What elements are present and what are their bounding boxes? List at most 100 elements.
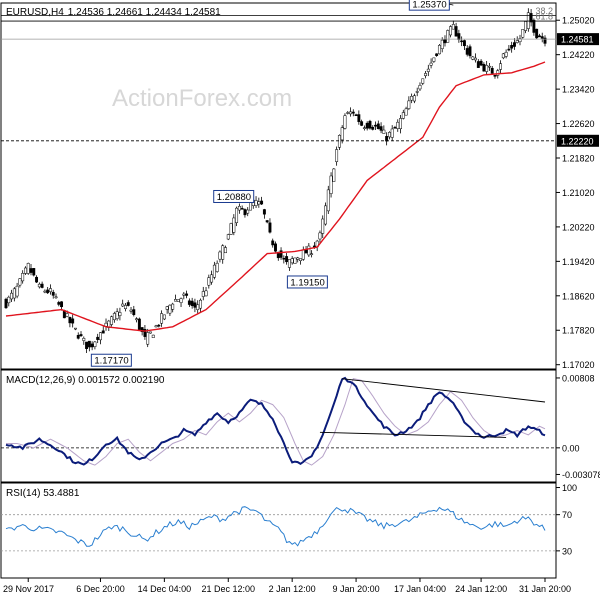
watermark: ActionForex.com	[112, 85, 292, 112]
candle-body	[307, 245, 311, 256]
candle-body	[285, 256, 289, 263]
candle-body	[329, 175, 333, 194]
candle-body	[443, 39, 447, 44]
fib-label: 38.2	[535, 6, 553, 16]
candle-body	[232, 217, 236, 233]
candle-body	[374, 124, 377, 127]
candle-body	[407, 100, 411, 109]
candle-body	[501, 53, 505, 59]
price-panel-header: EURUSD,H4 1.24536 1.24661 1.24434 1.24581	[6, 7, 221, 18]
candle-body	[482, 64, 486, 72]
price-tick-label: 1.21020	[562, 188, 595, 198]
price-annotation-label: 1.20880	[217, 192, 251, 203]
candle-body	[165, 306, 169, 310]
macd-signal-line	[6, 378, 546, 466]
candle-body	[246, 209, 250, 214]
candle-body	[215, 262, 219, 272]
candle-body	[404, 108, 408, 116]
candle-body	[221, 245, 225, 260]
candle-body	[387, 132, 391, 138]
candle-body	[490, 67, 494, 74]
candle-body	[171, 303, 175, 310]
candle-body	[199, 299, 202, 309]
candle-body	[296, 257, 300, 260]
time-tick-label: 6 Dec 20:00	[76, 584, 125, 594]
price-candles	[4, 8, 547, 354]
candle-body	[376, 123, 380, 130]
candle-body	[29, 268, 33, 273]
candle-body	[10, 292, 14, 300]
candle-body	[512, 42, 516, 47]
candle-body	[157, 324, 161, 327]
candle-body	[379, 126, 383, 131]
candle-body	[249, 201, 252, 211]
rsi-tick-label: 30	[562, 546, 572, 556]
candle-body	[190, 300, 194, 306]
candle-body	[479, 60, 483, 66]
candle-body	[135, 318, 139, 321]
macd-panel: 0.00808 0.00 -0.003078	[1, 373, 600, 480]
candle-body	[26, 263, 30, 274]
price-tick-label: 1.17820	[562, 326, 595, 336]
candle-body	[324, 205, 327, 225]
price-axis: 1.25020 1.24220 1.23420 1.22620 1.21820 1.210…	[556, 16, 595, 370]
candle-body	[149, 331, 152, 334]
candle-body	[218, 251, 222, 260]
candle-body	[454, 26, 458, 37]
candle-body	[351, 111, 355, 114]
candle-body	[68, 317, 72, 324]
candle-body	[521, 29, 525, 38]
candle-body	[23, 267, 27, 274]
candle-body	[196, 304, 200, 310]
candle-body	[74, 327, 77, 330]
candle-body	[493, 74, 497, 77]
candle-body	[162, 314, 166, 320]
candle-body	[535, 28, 539, 39]
price-annotation-leader	[449, 3, 454, 6]
candle-body	[46, 289, 50, 294]
candle-body	[271, 240, 275, 246]
rsi-line	[5, 506, 546, 547]
candle-body	[87, 340, 91, 348]
price-annotation-label: 1.19150	[290, 277, 324, 288]
candle-body	[99, 332, 102, 341]
candle-body	[101, 330, 105, 334]
candle-body	[346, 112, 350, 114]
candle-body	[432, 57, 436, 62]
candle-body	[499, 63, 502, 70]
candle-body	[449, 26, 452, 36]
candle-body	[212, 264, 216, 278]
candle-body	[51, 291, 55, 296]
candle-body	[504, 51, 508, 57]
candle-body	[540, 36, 544, 39]
candle-body	[21, 273, 25, 282]
candle-body	[240, 208, 244, 210]
candle-body	[112, 313, 116, 321]
candle-body	[82, 338, 86, 341]
fib-label: 61.8	[535, 12, 553, 22]
candle-body	[229, 223, 233, 235]
candle-body	[510, 45, 514, 49]
candle-body	[154, 325, 158, 328]
candle-body	[201, 291, 205, 297]
candle-body	[537, 35, 541, 38]
macd-trendline	[319, 431, 507, 438]
candle-body	[126, 302, 130, 306]
candle-body	[43, 290, 47, 293]
candle-body	[399, 118, 402, 129]
candle-body	[226, 234, 230, 240]
candle-body	[268, 222, 272, 233]
price-tick-label: 1.22620	[562, 119, 595, 129]
candle-body	[318, 232, 322, 240]
candle-body	[7, 296, 11, 304]
rsi-title: RSI(14) 53.4881	[6, 488, 80, 499]
price-annotation-box	[90, 353, 132, 367]
candle-body	[487, 65, 491, 68]
candle-body	[457, 33, 461, 40]
candle-body	[360, 121, 364, 126]
candle-body	[15, 285, 19, 297]
candle-body	[465, 48, 469, 55]
candle-body	[168, 304, 172, 314]
candle-body	[193, 302, 197, 308]
candle-body	[90, 343, 94, 348]
